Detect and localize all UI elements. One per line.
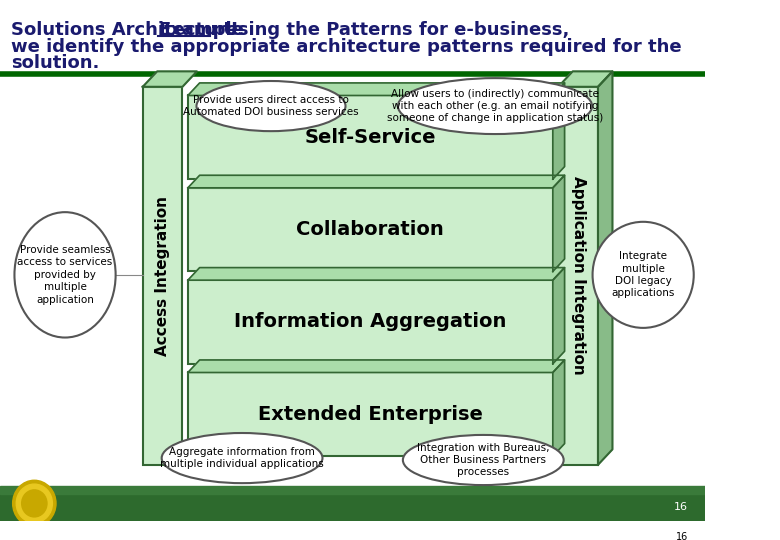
Text: Allow users to (indirectly) communicate
with each other (e.g. an email notifying: Allow users to (indirectly) communicate … bbox=[387, 89, 603, 124]
Text: Access Integration: Access Integration bbox=[155, 196, 170, 356]
Text: solution.: solution. bbox=[11, 54, 99, 72]
Ellipse shape bbox=[161, 433, 322, 483]
Ellipse shape bbox=[593, 222, 693, 328]
Polygon shape bbox=[558, 71, 612, 87]
Text: Solutions Architecture: Solutions Architecture bbox=[11, 21, 244, 39]
Polygon shape bbox=[553, 176, 565, 272]
Polygon shape bbox=[598, 71, 612, 465]
Text: 16: 16 bbox=[676, 532, 688, 540]
Bar bbox=[143, 87, 183, 465]
Bar bbox=[188, 373, 553, 456]
Circle shape bbox=[22, 490, 47, 517]
Text: Integration with Bureaus,
Other Business Partners
processes: Integration with Bureaus, Other Business… bbox=[417, 443, 550, 477]
Polygon shape bbox=[553, 360, 565, 456]
Polygon shape bbox=[188, 360, 565, 373]
Text: Extended Enterprise: Extended Enterprise bbox=[258, 405, 483, 424]
Text: : Using the Patterns for e-business,: : Using the Patterns for e-business, bbox=[210, 21, 569, 39]
Circle shape bbox=[16, 484, 52, 523]
Bar bbox=[188, 96, 553, 179]
Polygon shape bbox=[188, 176, 565, 188]
Text: Collaboration: Collaboration bbox=[296, 220, 445, 239]
Text: 16: 16 bbox=[675, 502, 688, 512]
Ellipse shape bbox=[403, 435, 564, 485]
Text: Application Integration: Application Integration bbox=[571, 177, 586, 375]
Ellipse shape bbox=[15, 212, 115, 338]
Circle shape bbox=[12, 480, 56, 526]
Bar bbox=[188, 188, 553, 272]
Text: Example: Example bbox=[158, 21, 244, 39]
Text: Integrate
multiple
DOI legacy
applications: Integrate multiple DOI legacy applicatio… bbox=[612, 251, 675, 299]
Text: Provide seamless
access to services
provided by
multiple
application: Provide seamless access to services prov… bbox=[17, 245, 112, 305]
Polygon shape bbox=[553, 83, 565, 179]
Polygon shape bbox=[143, 71, 197, 87]
Ellipse shape bbox=[197, 81, 346, 131]
Ellipse shape bbox=[398, 78, 592, 134]
Text: we identify the appropriate architecture patterns required for the: we identify the appropriate architecture… bbox=[11, 38, 682, 56]
Bar bbox=[0, 494, 704, 521]
Polygon shape bbox=[188, 268, 565, 280]
Bar bbox=[0, 486, 704, 494]
Bar bbox=[188, 280, 553, 364]
Text: Provide users direct access to
Automated DOI business services: Provide users direct access to Automated… bbox=[183, 95, 359, 117]
Text: Self-Service: Self-Service bbox=[305, 128, 436, 147]
Polygon shape bbox=[553, 268, 565, 364]
Polygon shape bbox=[188, 83, 565, 96]
Text: Aggregate information from
multiple individual applications: Aggregate information from multiple indi… bbox=[160, 447, 324, 469]
Bar bbox=[558, 87, 598, 465]
Text: Information Aggregation: Information Aggregation bbox=[234, 313, 506, 332]
